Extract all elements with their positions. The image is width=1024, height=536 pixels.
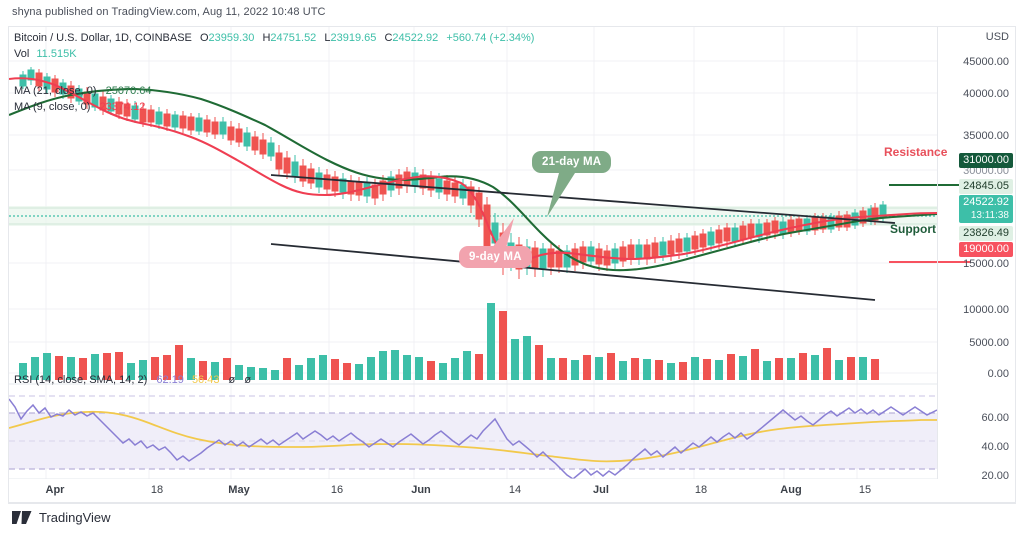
volume-series bbox=[19, 303, 879, 380]
rsi-legend[interactable]: RSI (14, close, SMA, 14, 2) 62.19 56.43 … bbox=[14, 374, 251, 387]
lower-band-price-badge[interactable]: 23826.49 bbox=[959, 226, 1013, 241]
tradingview-logo-icon bbox=[12, 510, 32, 524]
time-tick-7: 18 bbox=[694, 484, 708, 496]
ma21-line bbox=[9, 87, 937, 272]
vertical-gridlines bbox=[45, 27, 858, 479]
ma21-legend-label: MA (21, close, 0) bbox=[14, 85, 97, 97]
rsi-eye-icon[interactable]: ø bbox=[228, 374, 236, 386]
symbol-legend[interactable]: Bitcoin / U.S. Dollar, 1D, COINBASE O239… bbox=[14, 32, 534, 45]
time-tick-9: 15 bbox=[858, 484, 872, 496]
ma9-callout[interactable]: 9-day MA bbox=[459, 246, 532, 268]
tradingview-brand: TradingView bbox=[39, 510, 111, 525]
time-tick-1: 18 bbox=[150, 484, 164, 496]
ma9-legend[interactable]: MA (9, close, 0) 23374.12 bbox=[14, 101, 145, 114]
volume-legend-value: 11.515K bbox=[36, 48, 77, 60]
rsi-pane bbox=[9, 395, 937, 480]
chart-canvas bbox=[9, 27, 971, 480]
rsi-sma-legend-value: 56.43 bbox=[191, 374, 220, 386]
current-price-band bbox=[9, 206, 937, 226]
volume-legend-label: Vol bbox=[14, 48, 30, 60]
time-axis[interactable]: Apr 18 May 16 Jun 14 Jul 18 Aug 15 bbox=[8, 479, 1016, 503]
price-tick-40000: 40000.00 bbox=[963, 88, 1009, 100]
time-tick-5: 14 bbox=[508, 484, 522, 496]
support-price-badge[interactable]: 19000.00 bbox=[959, 242, 1013, 257]
lower-trendline bbox=[270, 243, 876, 301]
time-tick-4: Jun bbox=[411, 484, 431, 496]
price-axis[interactable]: USD 45000.00 40000.00 35000.00 30000.00 … bbox=[937, 27, 1015, 503]
price-tick-5000: 5000.00 bbox=[969, 337, 1009, 349]
ohlc-low: L23919.65 bbox=[324, 32, 377, 44]
ma21-legend-value: 25070.64 bbox=[105, 85, 152, 97]
rsi-legend-value: 62.19 bbox=[156, 374, 184, 386]
ma21-legend[interactable]: MA (21, close, 0) 25070.64 bbox=[14, 85, 152, 98]
ma9-callout-tail bbox=[492, 218, 514, 248]
price-tick-35000: 35000.00 bbox=[963, 130, 1009, 142]
current-price-badge[interactable]: 24522.92 13:11:38 bbox=[959, 195, 1013, 223]
rsi-legend-label: RSI (14, close, SMA, 14, 2) bbox=[14, 374, 148, 386]
time-tick-6: Jul bbox=[593, 484, 609, 496]
ma21-callout[interactable]: 21-day MA bbox=[532, 151, 612, 173]
price-tick-10000: 10000.00 bbox=[963, 304, 1009, 316]
rsi-tick-60: 60.00 bbox=[981, 412, 1009, 424]
time-tick-3: 16 bbox=[330, 484, 344, 496]
footer: TradingView bbox=[12, 510, 111, 525]
price-tick-45000: 45000.00 bbox=[963, 56, 1009, 68]
time-tick-0: Apr bbox=[45, 484, 65, 496]
price-axis-unit: USD bbox=[985, 31, 1009, 43]
volume-legend[interactable]: Vol 11.515K bbox=[14, 48, 77, 61]
rsi-line bbox=[9, 398, 937, 480]
price-tick-15000: 15000.00 bbox=[963, 258, 1009, 270]
candlestick-series bbox=[19, 67, 887, 279]
ohlc-high: H24751.52 bbox=[262, 32, 317, 44]
ma21-callout-tail bbox=[547, 173, 575, 217]
upper-trendline bbox=[270, 174, 896, 224]
ohlc-open: O23959.30 bbox=[199, 32, 255, 44]
rsi-tick-40: 40.00 bbox=[981, 441, 1009, 453]
price-tick-30000: 30000.00 bbox=[963, 165, 1009, 177]
ohlc-close: C24522.92 bbox=[384, 32, 439, 44]
upper-band-price-badge[interactable]: 24845.05 bbox=[959, 179, 1013, 194]
resistance-price-badge[interactable]: 31000.00 bbox=[959, 153, 1013, 168]
time-tick-2: May bbox=[228, 484, 250, 496]
rsi-settings-icon[interactable]: ø bbox=[244, 374, 252, 386]
trendlines bbox=[270, 174, 896, 301]
chart-frame: USD 45000.00 40000.00 35000.00 30000.00 … bbox=[8, 26, 1016, 504]
ma9-line bbox=[9, 77, 937, 262]
current-price-countdown: 13:11:38 bbox=[970, 210, 1009, 221]
price-change: +560.74 (+2.34%) bbox=[446, 32, 535, 44]
time-tick-8: Aug bbox=[780, 484, 802, 496]
resistance-label: Resistance bbox=[884, 145, 948, 159]
publisher-line: shyna published on TradingView.com, Aug … bbox=[12, 6, 326, 18]
rsi-sma-line bbox=[9, 410, 937, 463]
symbol-title: Bitcoin / U.S. Dollar, 1D, COINBASE bbox=[14, 32, 192, 44]
support-label: Support bbox=[890, 222, 936, 236]
ma9-legend-label: MA (9, close, 0) bbox=[14, 101, 91, 113]
price-tick-0: 0.00 bbox=[987, 368, 1009, 380]
current-price-value: 24522.92 bbox=[963, 196, 1009, 208]
ma9-legend-value: 23374.12 bbox=[99, 101, 146, 113]
